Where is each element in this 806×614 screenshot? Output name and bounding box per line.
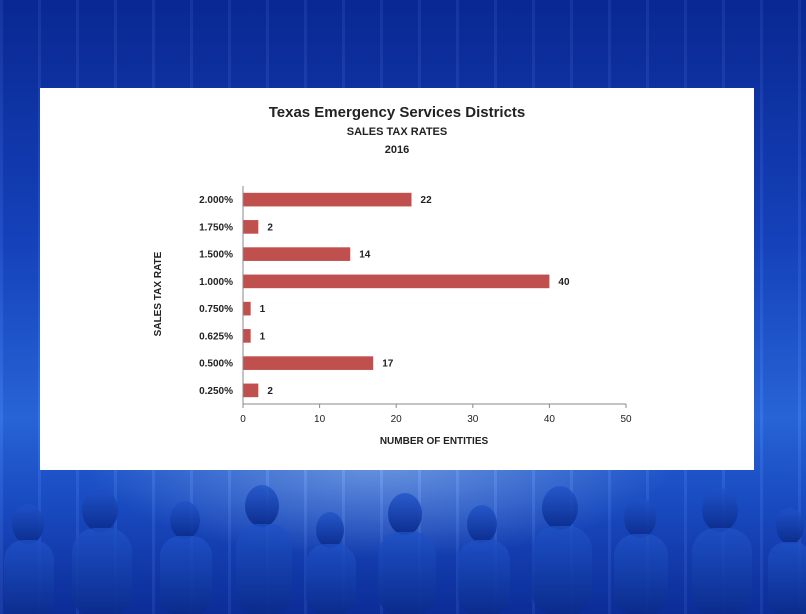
value-label-2: 14 <box>359 250 371 261</box>
bar-0 <box>243 192 412 207</box>
category-label-7: 0.250% <box>199 386 233 397</box>
category-label-0: 2.000% <box>199 195 233 206</box>
bar-2 <box>243 247 351 261</box>
category-label-5: 0.625% <box>199 331 233 342</box>
value-label-5: 1 <box>260 331 266 342</box>
x-tick-label-0: 0 <box>240 414 246 425</box>
bar-7 <box>243 383 259 398</box>
x-axis-title: NUMBER OF ENTITIES <box>380 436 489 447</box>
category-label-6: 0.500% <box>199 359 233 370</box>
chart-panel: Texas Emergency Services Districts SALES… <box>40 88 754 470</box>
x-axis-ticks: 0 10 20 30 40 50 <box>240 404 632 425</box>
value-label-0: 22 <box>421 195 433 206</box>
bar-5 <box>243 329 251 343</box>
value-label-3: 40 <box>558 277 570 288</box>
category-label-2: 1.500% <box>199 250 233 261</box>
bar-1 <box>243 220 259 234</box>
x-tick-label-5: 50 <box>620 414 632 425</box>
crowd-silhouette-image <box>4 485 806 614</box>
value-label-7: 2 <box>267 386 273 397</box>
bar-chart: Texas Emergency Services Districts SALES… <box>153 104 632 447</box>
x-tick-label-3: 30 <box>467 414 479 425</box>
bar-4 <box>243 301 251 316</box>
category-label-4: 0.750% <box>199 304 233 315</box>
chart-subtitle-line-1: SALES TAX RATES <box>347 126 447 138</box>
y-axis-title: SALES TAX RATE <box>153 251 164 336</box>
value-label-1: 2 <box>267 222 273 233</box>
category-label-3: 1.000% <box>199 277 233 288</box>
x-tick-label-4: 40 <box>544 414 556 425</box>
bar-6 <box>243 356 374 370</box>
chart-subtitle-line-2: 2016 <box>385 144 409 156</box>
value-label-6: 17 <box>382 359 394 370</box>
category-label-1: 1.750% <box>199 222 233 233</box>
x-tick-label-2: 20 <box>391 414 403 425</box>
value-label-4: 1 <box>260 304 266 315</box>
bar-3 <box>243 274 550 289</box>
x-tick-label-1: 10 <box>314 414 326 425</box>
chart-title: Texas Emergency Services Districts <box>269 104 526 121</box>
bars-group: 2.000% 22 1.750% 2 1.500% 14 1.000% 40 0.750% 1 0.… <box>199 192 570 398</box>
